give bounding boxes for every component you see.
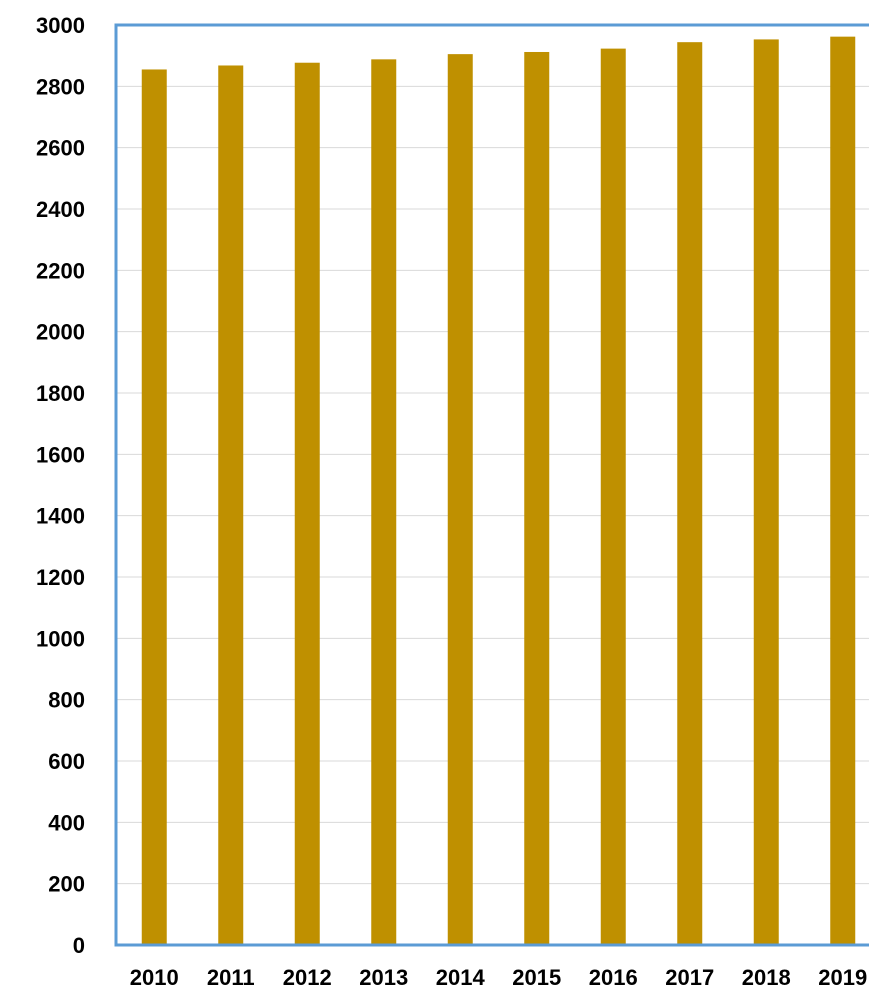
y-axis-tick-labels: 0 200 400 600 800 1000 1200 1400 1600 1800 2000 220… (36, 13, 85, 958)
y-tick-label: 2200 (36, 258, 85, 283)
bar-2012 (294, 62, 320, 946)
bar-2014 (447, 54, 473, 945)
y-tick-label: 200 (48, 872, 85, 897)
bar-2011 (218, 65, 244, 946)
x-tick-label: 2012 (283, 965, 332, 990)
y-tick-label: 1600 (36, 442, 85, 467)
y-tick-label: 400 (48, 810, 85, 835)
y-tick-label: 1000 (36, 626, 85, 651)
y-tick-label: 0 (73, 933, 85, 958)
x-tick-label: 2014 (436, 965, 486, 990)
y-tick-label: 1400 (36, 504, 85, 529)
x-tick-label: 2013 (359, 965, 408, 990)
y-tick-label: 600 (48, 749, 85, 774)
y-tick-label: 2800 (36, 74, 85, 99)
y-tick-label: 800 (48, 688, 85, 713)
x-tick-label: 2017 (665, 965, 714, 990)
x-tick-label: 2010 (130, 965, 179, 990)
x-axis-tick-labels: 2010 2011 2012 2013 2014 2015 2016 2017 2018 2019 (130, 965, 867, 990)
y-tick-label: 3000 (36, 13, 85, 38)
x-tick-label: 2011 (207, 965, 255, 990)
bar-2010 (141, 69, 167, 945)
x-tick-label: 2019 (818, 965, 867, 990)
y-tick-label: 2400 (36, 197, 85, 222)
y-tick-label: 2600 (36, 136, 85, 161)
bar-2016 (600, 48, 626, 945)
x-tick-label: 2018 (742, 965, 791, 990)
plot-frame (114, 23, 869, 947)
bar-2017 (677, 42, 703, 945)
bar-2018 (753, 39, 779, 946)
bar-2013 (371, 59, 397, 945)
y-tick-label: 2000 (36, 320, 85, 345)
x-tick-label: 2015 (512, 965, 561, 990)
bar-2015 (524, 51, 550, 945)
x-tick-label: 2016 (589, 965, 638, 990)
bar-2019 (830, 36, 856, 946)
y-tick-label: 1200 (36, 565, 85, 590)
y-tick-label: 1800 (36, 381, 85, 406)
bars (141, 36, 856, 946)
